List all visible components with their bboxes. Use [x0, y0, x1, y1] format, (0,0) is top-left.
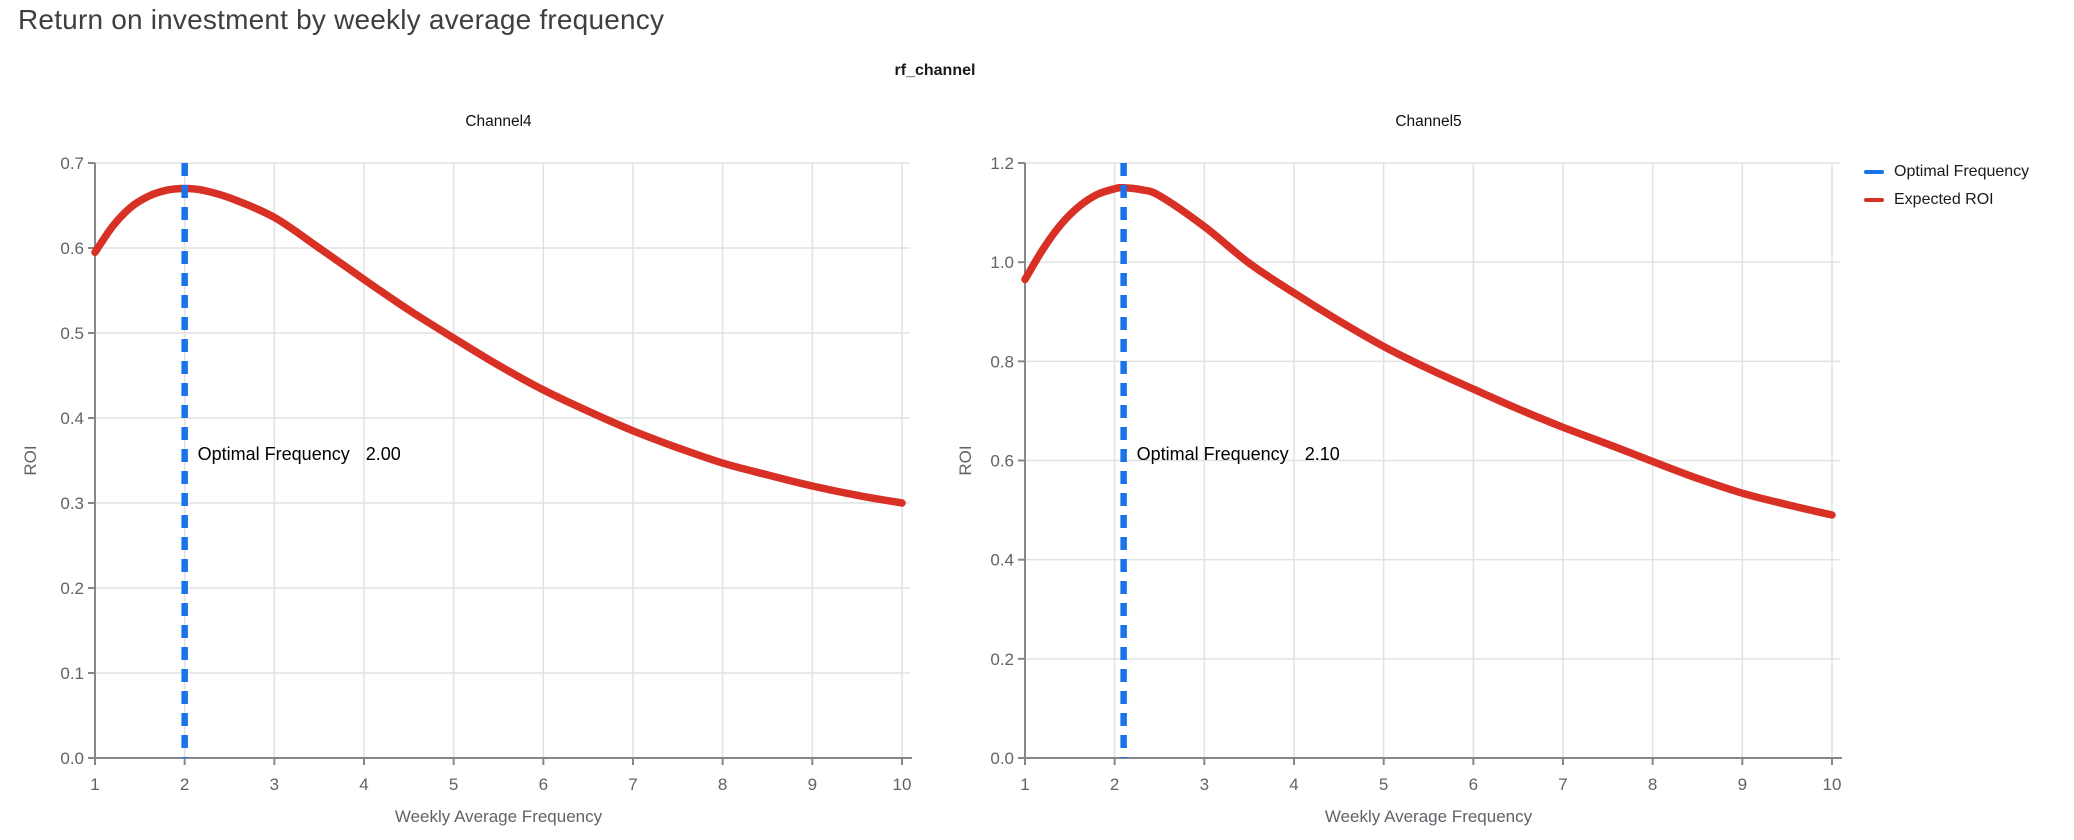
- svg-text:2: 2: [180, 775, 189, 794]
- expected-roi-curve: [91, 184, 906, 507]
- f-axis: [1018, 162, 1842, 765]
- svg-text:0.5: 0.5: [60, 324, 84, 343]
- svg-text:6: 6: [1469, 775, 1478, 794]
- svg-text:4: 4: [1289, 775, 1298, 794]
- svg-text:0.4: 0.4: [990, 551, 1014, 570]
- x-axis-title: Weekly Average Frequency: [1325, 807, 1533, 826]
- expected-roi-curve: [1021, 183, 1836, 519]
- legend-item-expected-roi: Expected ROI: [1864, 190, 2029, 210]
- f-axis: [88, 162, 912, 765]
- facet-title: Channel4: [465, 113, 532, 130]
- svg-text:0.3: 0.3: [60, 494, 84, 513]
- annotation-label: Optimal Frequency: [1137, 444, 1289, 464]
- svg-text:8: 8: [718, 775, 727, 794]
- svg-text:1.2: 1.2: [990, 154, 1014, 173]
- optimal-frequency-annotation: Optimal Frequency 2.00: [198, 444, 401, 464]
- svg-text:5: 5: [449, 775, 458, 794]
- facet-title: Channel5: [1395, 113, 1461, 130]
- svg-text:9: 9: [808, 775, 817, 794]
- legend-item-label: Optimal Frequency: [1894, 163, 2030, 180]
- svg-text:0.8: 0.8: [990, 352, 1014, 371]
- svg-text:0.7: 0.7: [60, 154, 84, 173]
- svg-text:10: 10: [893, 775, 912, 794]
- svg-text:0.0: 0.0: [990, 749, 1014, 768]
- svg-text:2: 2: [1110, 775, 1119, 794]
- annotation-value: 2.10: [1305, 444, 1340, 464]
- svg-text:0.2: 0.2: [990, 650, 1014, 669]
- svg-text:4: 4: [359, 775, 368, 794]
- svg-text:7: 7: [628, 775, 637, 794]
- svg-text:5: 5: [1379, 775, 1388, 794]
- svg-text:0.0: 0.0: [60, 749, 84, 768]
- y-axis-title: ROI: [956, 445, 975, 475]
- svg-text:0.1: 0.1: [60, 664, 84, 683]
- svg-text:0.2: 0.2: [60, 579, 84, 598]
- svg-text:0.6: 0.6: [990, 452, 1014, 471]
- f-ticklabels: 0.0 0.1 0.2 0.3 0.4 0.5 0.6 0.7 1 2 3 4 5 6 7 8 9 10: [60, 154, 911, 794]
- x-axis-title: Weekly Average Frequency: [395, 807, 603, 826]
- annotation-value: 2.00: [366, 444, 401, 464]
- legend-item-optimal-frequency: Optimal Frequency: [1864, 162, 2029, 182]
- svg-text:7: 7: [1558, 775, 1567, 794]
- channel5-chart: 0.0 0.2 0.4 0.6 0.8 1.0 1.2 1 2 3 4 5 6 7 8 9 10 Channel…: [956, 113, 1842, 826]
- channel4-chart: 0.0 0.1 0.2 0.3 0.4 0.5 0.6 0.7 1 2 3 4 5 6 7 8 9 10 Chan…: [21, 113, 912, 826]
- svg-text:6: 6: [539, 775, 548, 794]
- legend-item-label: Expected ROI: [1894, 191, 1994, 208]
- facet-header-title: rf_channel: [894, 62, 976, 79]
- y-axis-title: ROI: [21, 445, 40, 475]
- f-ticklabels: 0.0 0.2 0.4 0.6 0.8 1.0 1.2 1 2 3 4 5 6 7 8 9 10: [990, 154, 1841, 794]
- optimal-frequency-swatch: [1864, 170, 1884, 174]
- svg-text:0.4: 0.4: [60, 409, 84, 428]
- svg-text:9: 9: [1738, 775, 1747, 794]
- legend: Optimal Frequency Expected ROI: [1864, 162, 2029, 218]
- svg-text:1.0: 1.0: [990, 253, 1014, 272]
- svg-text:10: 10: [1823, 775, 1842, 794]
- optimal-frequency-annotation: Optimal Frequency 2.10: [1137, 444, 1340, 464]
- page-title: Return on investment by weekly average f…: [18, 4, 665, 35]
- expected-roi-swatch: [1864, 198, 1884, 202]
- svg-text:1: 1: [1020, 775, 1029, 794]
- svg-text:3: 3: [1200, 775, 1209, 794]
- svg-text:8: 8: [1648, 775, 1657, 794]
- svg-text:3: 3: [270, 775, 279, 794]
- svg-text:0.6: 0.6: [60, 239, 84, 258]
- annotation-label: Optimal Frequency: [198, 444, 350, 464]
- svg-text:1: 1: [90, 775, 99, 794]
